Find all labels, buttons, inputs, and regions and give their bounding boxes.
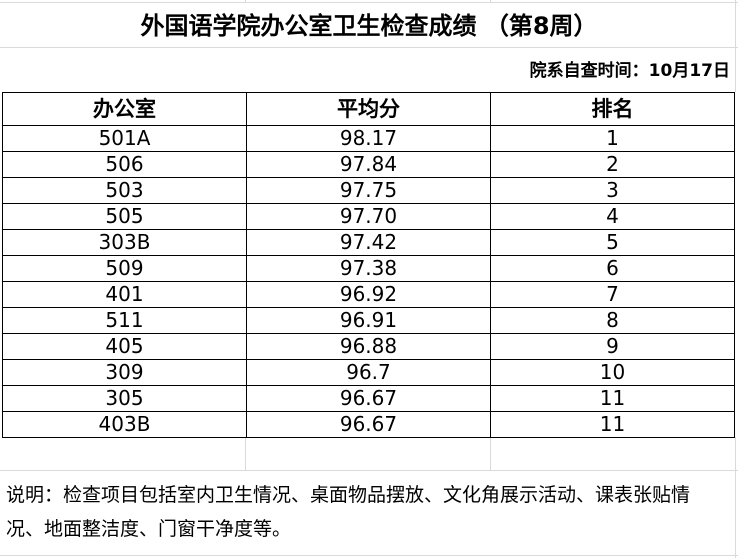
- table-row: 303B 97.42 5: [2, 229, 735, 256]
- table-row: 305 96.67 11: [2, 385, 735, 412]
- gridline: [0, 555, 738, 556]
- rank-cell: 5: [490, 229, 735, 256]
- average-cell: 96.88: [246, 333, 491, 360]
- office-cell: 303B: [2, 229, 247, 256]
- table-row: 501A 98.17 1: [2, 125, 735, 152]
- header-office: 办公室: [2, 92, 247, 126]
- rank-cell: 1: [490, 125, 735, 152]
- average-cell: 97.38: [246, 255, 491, 282]
- office-cell: 403B: [2, 411, 247, 438]
- office-cell: 511: [2, 307, 247, 334]
- note-text: 说明：检查项目包括室内卫生情况、桌面物品摆放、文化角展示活动、课表张贴情况、地面…: [6, 484, 691, 540]
- rank-cell: 11: [490, 411, 735, 438]
- score-table: 办公室 平均分 排名 501A 98.17 1 506 97.84 2 503 97.75 3 5…: [2, 92, 735, 438]
- header-rank: 排名: [490, 92, 735, 126]
- office-cell: 506: [2, 151, 247, 178]
- average-cell: 97.70: [246, 203, 491, 230]
- table-row: 403B 96.67 11: [2, 411, 735, 438]
- average-cell: 96.92: [246, 281, 491, 308]
- gridline: [0, 470, 738, 471]
- table-row: 511 96.91 8: [2, 307, 735, 334]
- rank-cell: 3: [490, 177, 735, 204]
- table-row: 401 96.92 7: [2, 281, 735, 308]
- rank-cell: 7: [490, 281, 735, 308]
- office-cell: 503: [2, 177, 247, 204]
- office-cell: 505: [2, 203, 247, 230]
- rank-cell: 2: [490, 151, 735, 178]
- office-cell: 501A: [2, 125, 247, 152]
- gridline: [245, 437, 246, 470]
- gridline: [0, 2, 738, 3]
- rank-cell: 9: [490, 333, 735, 360]
- gridline: [490, 0, 491, 3]
- table-row: 309 96.7 10: [2, 359, 735, 386]
- header-average: 平均分: [246, 92, 491, 126]
- header-row: 办公室 平均分 排名: [2, 92, 735, 126]
- average-cell: 96.91: [246, 307, 491, 334]
- check-date: 院系自查时间：10月17日: [529, 61, 730, 81]
- office-cell: 309: [2, 359, 247, 386]
- gridline: [245, 0, 246, 3]
- rank-cell: 10: [490, 359, 735, 386]
- table-row: 505 97.70 4: [2, 203, 735, 230]
- gridline: [735, 437, 736, 558]
- average-cell: 97.75: [246, 177, 491, 204]
- table-row: 506 97.84 2: [2, 151, 735, 178]
- page-title: 外国语学院办公室卫生检查成绩 （第8周）: [140, 12, 598, 40]
- rank-cell: 11: [490, 385, 735, 412]
- office-cell: 401: [2, 281, 247, 308]
- table-row: 503 97.75 3: [2, 177, 735, 204]
- average-cell: 96.67: [246, 411, 491, 438]
- average-cell: 96.7: [246, 359, 491, 386]
- rank-cell: 6: [490, 255, 735, 282]
- rank-cell: 4: [490, 203, 735, 230]
- gridline: [735, 0, 736, 92]
- gridline: [0, 47, 738, 48]
- office-cell: 509: [2, 255, 247, 282]
- table-row: 405 96.88 9: [2, 333, 735, 360]
- average-cell: 96.67: [246, 385, 491, 412]
- gridline: [490, 437, 491, 470]
- table-row: 509 97.38 6: [2, 255, 735, 282]
- average-cell: 98.17: [246, 125, 491, 152]
- average-cell: 97.84: [246, 151, 491, 178]
- average-cell: 97.42: [246, 229, 491, 256]
- office-cell: 405: [2, 333, 247, 360]
- rank-cell: 8: [490, 307, 735, 334]
- office-cell: 305: [2, 385, 247, 412]
